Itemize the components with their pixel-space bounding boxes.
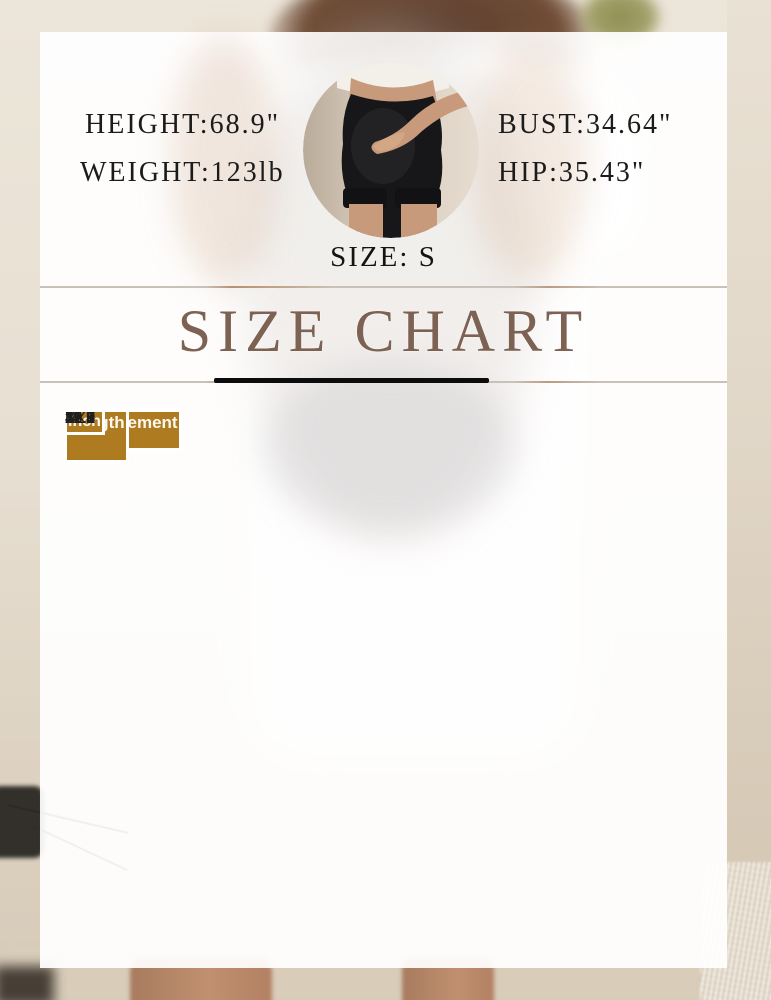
model-ghost-arm-left bbox=[170, 36, 280, 286]
value-cell: 12.7 bbox=[65, 410, 96, 427]
value-cell: 36.9 bbox=[65, 410, 96, 427]
value-cell: 33.9 bbox=[65, 410, 96, 427]
divider-black-segment bbox=[214, 378, 489, 383]
value-cell: 25.6 bbox=[65, 410, 96, 427]
weight-stat: WEIGHT:123lb bbox=[80, 157, 285, 188]
hip-stat: HIP:35.43" bbox=[498, 157, 646, 188]
model-photo-illustration bbox=[303, 62, 479, 238]
height-stat: HEIGHT:68.9" bbox=[85, 109, 281, 140]
divider-top bbox=[40, 286, 727, 288]
value-cell: 13.5 bbox=[65, 410, 96, 427]
value-cell: 13.8 bbox=[65, 410, 96, 427]
size-cell: S bbox=[65, 410, 76, 427]
value-cell: 13.3 bbox=[65, 410, 96, 427]
value-cell: 30.7 bbox=[65, 410, 96, 427]
shadow-corner bbox=[0, 966, 54, 1000]
value-cell: 15.4 bbox=[65, 410, 96, 427]
model-ghost-arm-right bbox=[470, 42, 590, 282]
value-cell: 28.1 bbox=[65, 410, 96, 427]
size-cell: XXL bbox=[65, 410, 95, 427]
model-size-label: SIZE: S bbox=[330, 241, 437, 273]
bust-stat: BUST:34.64" bbox=[498, 109, 673, 140]
wall-right bbox=[727, 0, 771, 1000]
value-cell: 15.0 bbox=[65, 410, 96, 427]
value-cell: 15.7 bbox=[65, 410, 96, 427]
value-cell: 39.8 bbox=[65, 410, 96, 427]
model-photo-circle bbox=[303, 62, 479, 238]
size-cell: M bbox=[65, 410, 78, 427]
value-cell: 33.3 bbox=[65, 410, 96, 427]
size-cell: XL bbox=[65, 410, 84, 427]
page-title: SIZE CHART bbox=[177, 298, 590, 364]
value-cell: 16.1 bbox=[65, 410, 96, 427]
model-ghost-skirt bbox=[265, 362, 515, 532]
value-cell: 42.8 bbox=[65, 410, 96, 427]
value-cell: 23.8 bbox=[65, 410, 96, 427]
info-card: HEIGHT:68.9" WEIGHT:123lb BUST:34.64" HI… bbox=[40, 22, 727, 968]
unit-cell: inch bbox=[64, 409, 105, 435]
size-cell: L bbox=[65, 410, 74, 427]
value-cell: 13.0 bbox=[65, 410, 96, 427]
value-cell: 16.5 bbox=[65, 410, 96, 427]
value-cell: 31.9 bbox=[65, 410, 96, 427]
